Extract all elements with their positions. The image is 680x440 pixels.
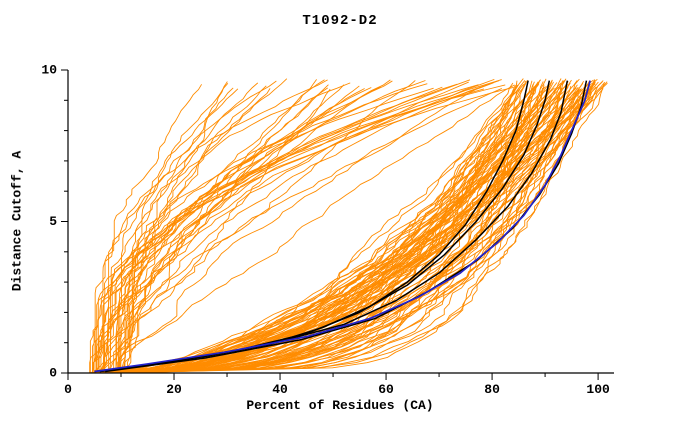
gdt-plot-figure: T1092-D2 Distance Cutoff, A Percent of R… — [0, 0, 680, 440]
chart-canvas — [0, 0, 680, 440]
